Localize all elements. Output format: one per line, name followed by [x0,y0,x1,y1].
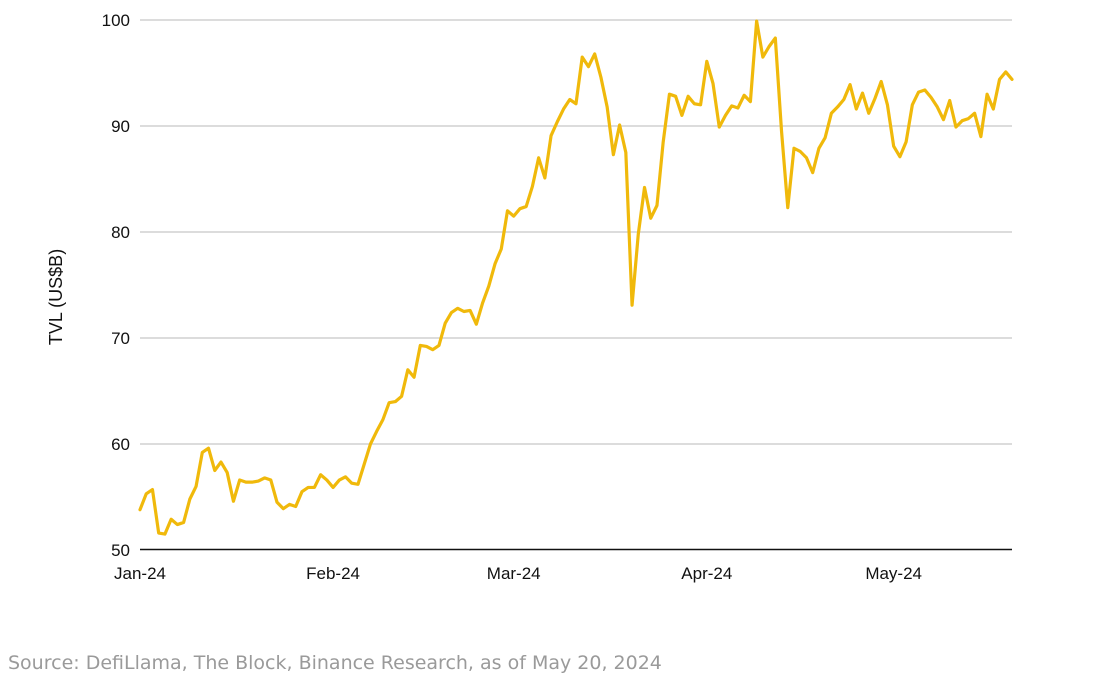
x-tick-label-Apr-24: Apr-24 [681,564,732,583]
x-tick-label-May-24: May-24 [865,564,922,583]
y-tick-label-50: 50 [111,541,130,560]
y-axis-ticks: 50 60 70 80 90 100 [102,11,130,560]
y-tick-label-80: 80 [111,223,130,242]
y-tick-label-70: 70 [111,329,130,348]
y-tick-label-90: 90 [111,117,130,136]
source-note: Source: DefiLlama, The Block, Binance Re… [8,652,662,674]
gridlines [140,19,1012,445]
series-line-0 [138,19,1014,536]
y-axis-label: TVL (US$B) [46,249,66,345]
series-group [138,19,1014,536]
x-tick-label-Jan-24: Jan-24 [114,564,166,583]
x-tick-label-Feb-24: Feb-24 [306,564,360,583]
x-axis-ticks: Jan-24 Feb-24 Mar-24 Apr-24 May-24 [114,564,922,583]
y-tick-label-60: 60 [111,435,130,454]
y-tick-label-100: 100 [102,11,130,30]
x-tick-label-Mar-24: Mar-24 [487,564,541,583]
